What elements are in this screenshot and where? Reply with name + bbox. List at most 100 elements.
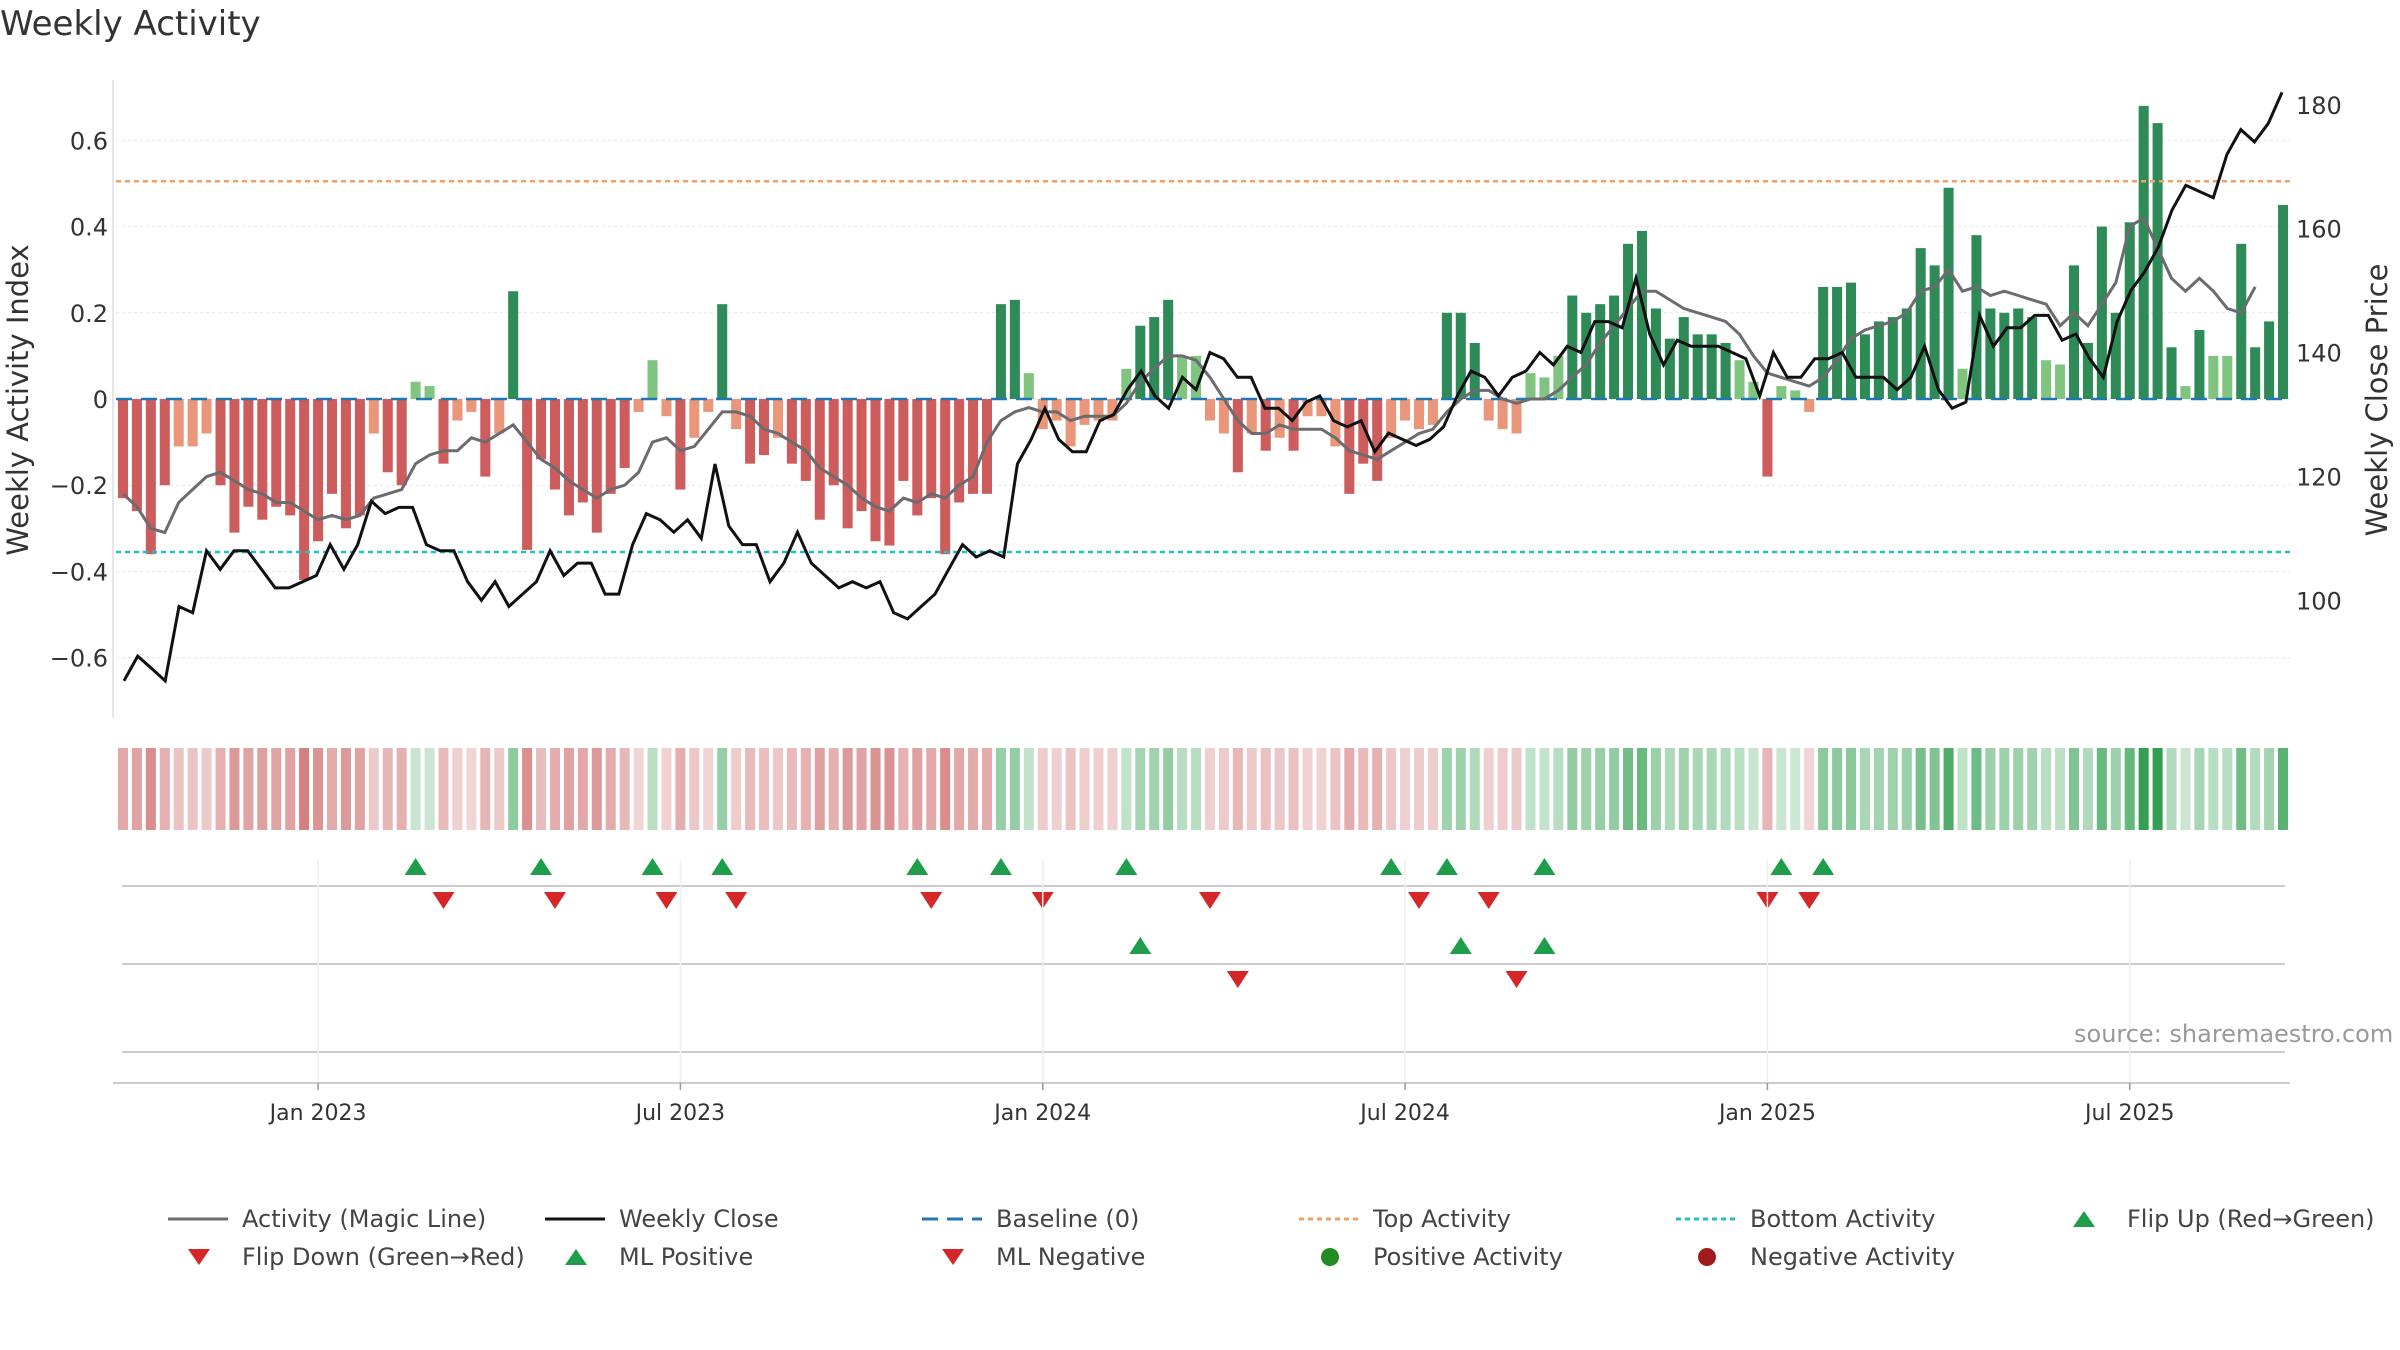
heat-strip-cell — [1037, 748, 1048, 830]
heat-strip-cell — [577, 748, 588, 830]
activity-bar — [800, 399, 811, 481]
heat-strip-cell — [1246, 748, 1257, 830]
heat-strip-cell — [1999, 748, 2010, 830]
heat-strip-cell — [731, 748, 742, 830]
legend-weekly-close: Weekly Close — [545, 1205, 779, 1233]
y-tick-label-right: 100 — [2296, 587, 2342, 615]
heat-strip-cell — [1873, 748, 1884, 830]
activity-bar — [1107, 399, 1118, 421]
heat-strip-cell — [1079, 748, 1090, 830]
activity-bar — [926, 399, 937, 499]
heat-strip-cell — [1971, 748, 1982, 830]
heat-strip-cell — [1525, 748, 1536, 830]
activity-bar — [619, 399, 630, 468]
heat-strip-cell — [912, 748, 923, 830]
heat-strip-cell — [647, 748, 658, 830]
heat-strip-cell — [1678, 748, 1689, 830]
activity-bar — [661, 399, 672, 417]
activity-bar — [368, 399, 379, 434]
activity-bar — [340, 399, 351, 529]
legend-ml-negative: ML Negative — [922, 1243, 1145, 1271]
activity-bar — [2013, 308, 2024, 399]
y-tick-label-left: 0.4 — [70, 214, 108, 242]
heat-strip-cell — [1023, 748, 1034, 830]
heat-strip-cell — [1093, 748, 1104, 830]
flip-down-marker — [1798, 892, 1821, 909]
heat-strip-cell — [1609, 748, 1620, 830]
heat-strip-cell — [326, 748, 338, 830]
activity-bar — [1260, 399, 1271, 451]
axes: −0.6 −0.4 −0.2 0 0.2 0.4 0.6 100 120 140 160 180 — [50, 80, 2342, 718]
activity-bar — [549, 399, 560, 490]
heat-strip-cell — [1358, 748, 1369, 830]
triangle-up-icon — [565, 1249, 587, 1265]
heat-strip-cell — [898, 748, 909, 830]
activity-bar — [1999, 312, 2010, 399]
heat-strip-cell — [814, 748, 825, 830]
activity-bar — [717, 304, 728, 399]
y-tick-label-left: 0 — [93, 386, 108, 414]
activity-bar — [1135, 325, 1146, 399]
activity-bar — [2082, 342, 2093, 399]
activity-bar — [689, 399, 700, 438]
activity-bar — [968, 399, 979, 494]
heat-strip-cell — [466, 748, 477, 830]
activity-bar — [410, 381, 421, 399]
heat-strip-cell — [1818, 748, 1829, 830]
heat-strip-cell — [1107, 748, 1118, 830]
y-axis-label-right: Weekly Close Price — [2360, 264, 2394, 537]
activity-bar — [772, 399, 783, 438]
flip-down-marker — [432, 892, 455, 909]
activity-bar — [1455, 312, 1466, 399]
heat-strip-cell — [1191, 748, 1202, 830]
activity-bar — [131, 399, 142, 512]
flip-down-marker — [920, 892, 943, 909]
legend-baseline-label: Baseline (0) — [996, 1205, 1140, 1233]
activity-bar — [898, 399, 909, 481]
legend-magic-line-label: Activity (Magic Line) — [242, 1205, 487, 1233]
heat-strip-cell — [117, 748, 128, 830]
heat-strip-cell — [299, 748, 310, 830]
flip-up-marker — [530, 858, 553, 875]
heat-strip-cell — [745, 748, 756, 830]
heat-strip-cell — [563, 748, 574, 830]
heat-strip-cell — [1929, 748, 1940, 830]
heat-strip-cell — [1804, 748, 1815, 830]
legend-positive-activity-label: Positive Activity — [1373, 1243, 1563, 1271]
activity-bar — [2264, 321, 2275, 399]
activity-bar — [1664, 338, 1675, 399]
heat-strip-cell — [1762, 748, 1773, 830]
activity-bar — [1692, 334, 1703, 399]
heat-strip-cell — [159, 748, 170, 830]
activity-bar — [1650, 308, 1661, 399]
flip-down-marker — [1198, 892, 1221, 909]
activity-heat-strip — [117, 748, 2289, 830]
heat-strip-cell — [494, 748, 505, 830]
activity-bar — [1358, 399, 1369, 464]
magic-line-series — [121, 215, 2257, 535]
activity-bar — [1441, 312, 1452, 399]
heat-strip-cell — [1790, 748, 1801, 830]
activity-bar — [2041, 360, 2052, 399]
heat-strip-cell — [1372, 748, 1383, 830]
activity-bar — [1929, 265, 1940, 399]
heat-strip-cell — [438, 748, 449, 830]
legend-bottom-activity: Bottom Activity — [1676, 1205, 1935, 1233]
heat-strip-cell — [703, 748, 714, 830]
heat-strip-cell — [954, 748, 965, 830]
activity-bar — [480, 399, 491, 477]
activity-bar — [1678, 317, 1689, 399]
x-axis: Jan 2023 Jul 2023 Jan 2024 Jul 2024 Jan 2025… — [113, 860, 2290, 1126]
activity-bar — [940, 399, 951, 555]
activity-bar — [2208, 355, 2219, 399]
activity-bar — [215, 399, 226, 486]
heat-strip-cell — [522, 748, 533, 830]
activity-bar — [1344, 399, 1355, 494]
x-tick-label: Jan 2025 — [1717, 1101, 1816, 1126]
activity-bar — [1776, 386, 1787, 399]
heat-strip-cell — [1581, 748, 1592, 830]
heat-strip-cell — [145, 748, 156, 830]
x-tick-label: Jan 2024 — [992, 1101, 1091, 1126]
activity-bar — [884, 399, 895, 546]
triangle-down-icon — [942, 1249, 964, 1265]
